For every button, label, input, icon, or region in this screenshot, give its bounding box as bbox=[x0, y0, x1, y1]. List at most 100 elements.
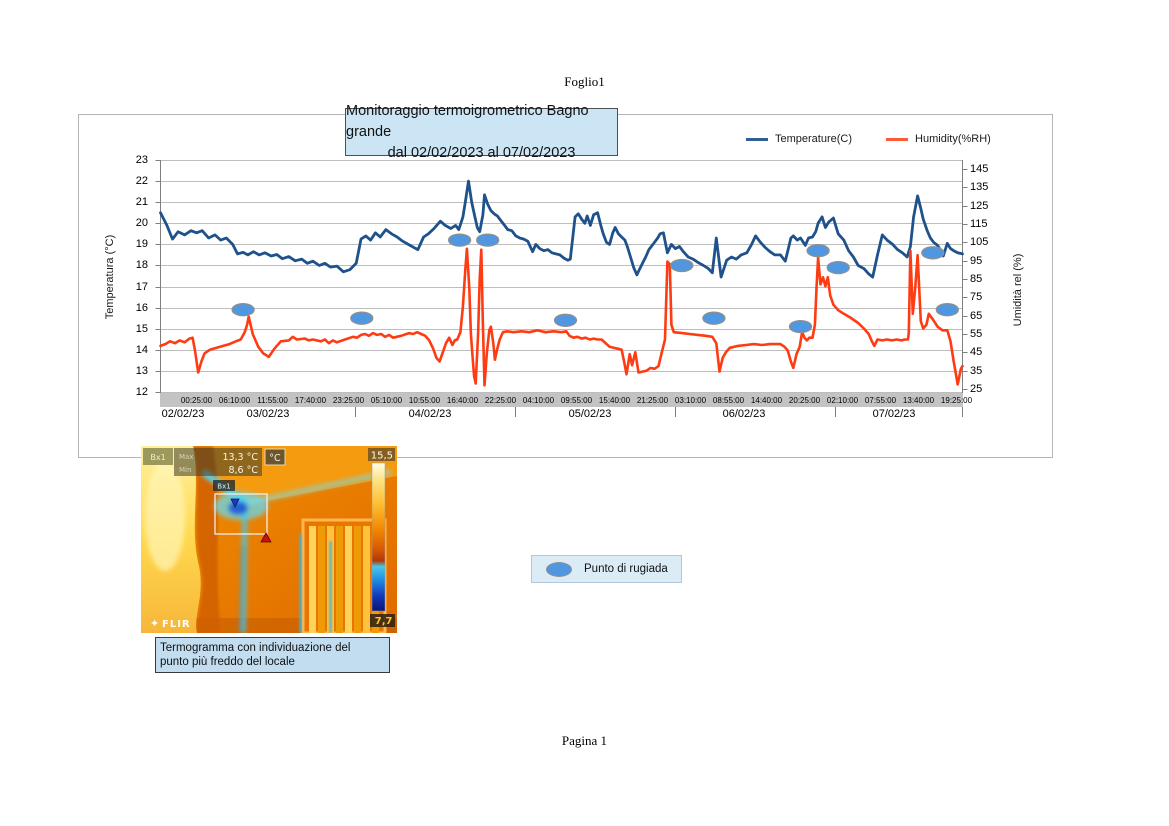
thermal-top-overlay: Bx1 Max 13,3 °C Min 8,6 °C °C bbox=[143, 448, 286, 476]
flir-logo: ✦ FLIR bbox=[150, 617, 191, 630]
x-day-tick bbox=[835, 407, 836, 417]
max-value: 13,3 °C bbox=[222, 452, 258, 463]
y-left-tick-label: 19 bbox=[135, 238, 148, 251]
x-time-tick-label: 02:10:00 bbox=[826, 396, 859, 405]
x-time-tick-label: 09:55:00 bbox=[560, 396, 593, 405]
x-time-tick-label: 14:40:00 bbox=[750, 396, 783, 405]
x-time-tick-label: 03:10:00 bbox=[674, 396, 707, 405]
x-time-tick-label: 19:25:00 bbox=[940, 396, 973, 405]
measurement-box: Bx1 bbox=[213, 480, 272, 543]
y-left-tick-label: 15 bbox=[135, 322, 148, 335]
y-right-tick-label: 145 bbox=[970, 163, 989, 175]
thermogram-caption-line2: punto più freddo del locale bbox=[160, 656, 295, 668]
x-date-label: 03/02/23 bbox=[246, 408, 290, 420]
x-time-tick-label: 00:25:00 bbox=[180, 396, 213, 405]
chart-title-line1: Monitoraggio termoigrometrico Bagno gran… bbox=[346, 102, 589, 140]
min-point-marker-icon bbox=[230, 498, 240, 508]
y-left-tick-label: 14 bbox=[135, 343, 148, 356]
x-time-tick-label: 16:40:00 bbox=[446, 396, 479, 405]
legend-item-temperature: Temperature(C) bbox=[746, 133, 852, 145]
y-left-tick-label: 16 bbox=[135, 301, 148, 314]
y-left-tick-label: 21 bbox=[135, 196, 148, 209]
x-time-tick-label: 21:25:00 bbox=[636, 396, 669, 405]
legend-temperature-label: Temperature(C) bbox=[775, 133, 853, 145]
chart-title-box: Monitoraggio termoigrometrico Bagno gran… bbox=[345, 103, 618, 161]
min-value: 8,6 °C bbox=[228, 465, 258, 476]
x-time-tick-label: 22:25:00 bbox=[484, 396, 517, 405]
max-point-marker-icon bbox=[260, 532, 272, 543]
min-label: Min bbox=[179, 466, 191, 474]
y-left-tick-label: 18 bbox=[135, 259, 148, 272]
sheet-header: Foglio1 bbox=[564, 74, 605, 89]
x-date-label: 05/02/23 bbox=[568, 408, 612, 420]
thermogram-caption-line1: Termogramma con individuazione del bbox=[160, 642, 351, 654]
y-right-tick-label: 25 bbox=[970, 383, 983, 395]
x-time-tick-label: 06:10:00 bbox=[218, 396, 251, 405]
scale-max-value: 15,5 bbox=[371, 451, 393, 462]
x-time-tick-label: 23:25:00 bbox=[332, 396, 365, 405]
y-right-tick-label: 135 bbox=[970, 181, 989, 194]
flir-logo-text: FLIR bbox=[162, 619, 191, 630]
x-time-tick-label: 08:55:00 bbox=[712, 396, 745, 405]
y-left-tick-label: 17 bbox=[135, 280, 148, 293]
x-date-label: 06/02/23 bbox=[722, 408, 766, 420]
thermal-clothes bbox=[141, 446, 221, 633]
flir-logo-icon: ✦ bbox=[150, 617, 159, 630]
dew-point-legend: Punto di rugiada bbox=[531, 555, 682, 583]
y-right-tick-label: 105 bbox=[970, 236, 989, 249]
y-left-tick-label: 20 bbox=[135, 217, 148, 230]
bx1-chip-label: Bx1 bbox=[150, 453, 165, 462]
dew-point-marker-icon bbox=[546, 561, 572, 577]
y-right-tick-label: 85 bbox=[970, 273, 983, 285]
y-left-tick-label: 13 bbox=[135, 364, 148, 377]
y-right-tick-label: 75 bbox=[970, 291, 983, 304]
x-date-label: 07/02/23 bbox=[872, 408, 916, 420]
x-day-tick bbox=[515, 407, 516, 417]
sheet-footer: Pagina 1 bbox=[561, 733, 608, 748]
chart-title-line2: dal 02/02/2023 al 07/02/2023 bbox=[387, 144, 576, 161]
x-axis-band bbox=[160, 393, 963, 407]
legend-humidity-label: Humidity(%RH) bbox=[915, 133, 991, 145]
thermogram-caption: Termogramma con individuazione del punto… bbox=[155, 637, 390, 673]
x-time-tick-label: 10:55:00 bbox=[408, 396, 441, 405]
legend-item-humidity: Humidity(%RH) bbox=[886, 133, 991, 145]
x-time-tick-label: 05:10:00 bbox=[370, 396, 403, 405]
x-time-tick-label: 15:40:00 bbox=[598, 396, 631, 405]
y-right-axis-title: Umidità rel (%) bbox=[1012, 253, 1024, 327]
y-right-tick-label: 45 bbox=[970, 346, 983, 359]
chart-legend: Temperature(C) Humidity(%RH) bbox=[746, 133, 991, 145]
x-day-tick bbox=[675, 407, 676, 417]
max-label: Max bbox=[179, 453, 193, 461]
y-right-tick-label: 35 bbox=[970, 364, 983, 377]
dew-point-legend-label: Punto di rugiada bbox=[584, 563, 668, 575]
x-day-tick bbox=[962, 407, 963, 417]
x-time-tick-label: 11:55:00 bbox=[257, 396, 288, 405]
measurement-box-label: Bx1 bbox=[217, 483, 230, 491]
y-right-tick-label: 95 bbox=[970, 254, 983, 267]
x-time-tick-label: 17:40:00 bbox=[294, 396, 327, 405]
temperature-line-swatch bbox=[746, 137, 768, 141]
y-left-tick-label: 23 bbox=[135, 154, 148, 166]
x-date-label: 02/02/23 bbox=[161, 408, 205, 420]
plot-area-svg bbox=[155, 160, 968, 393]
unit-chip-label: °C bbox=[269, 453, 281, 464]
y-right-tick-label: 65 bbox=[970, 309, 983, 322]
thermal-image: Bx1 Bx1 Max 13,3 °C Min 8,6 °C °C 15,5 bbox=[141, 446, 397, 635]
x-date-label: 04/02/23 bbox=[408, 408, 452, 420]
x-time-tick-label: 13:40:00 bbox=[902, 396, 935, 405]
scale-min-value: 7,7 bbox=[375, 616, 393, 627]
y-right-tick-label: 125 bbox=[970, 199, 989, 212]
thermal-cold-corner bbox=[200, 469, 392, 634]
y-right-tick-label: 55 bbox=[970, 328, 983, 340]
y-left-tick-label: 12 bbox=[135, 386, 148, 398]
x-time-tick-label: 04:10:00 bbox=[522, 396, 555, 405]
humidity-line-swatch bbox=[886, 137, 909, 141]
x-day-tick bbox=[355, 407, 356, 417]
y-left-tick-label: 22 bbox=[135, 175, 148, 188]
x-time-tick-label: 07:55:00 bbox=[864, 396, 897, 405]
x-time-tick-label: 20:25:00 bbox=[788, 396, 821, 405]
thermogram-svg: Bx1 Bx1 Max 13,3 °C Min 8,6 °C °C 15,5 bbox=[141, 446, 397, 635]
y-right-tick-label: 115 bbox=[970, 218, 988, 230]
thermal-scale: 15,5 7,7 bbox=[368, 448, 395, 627]
